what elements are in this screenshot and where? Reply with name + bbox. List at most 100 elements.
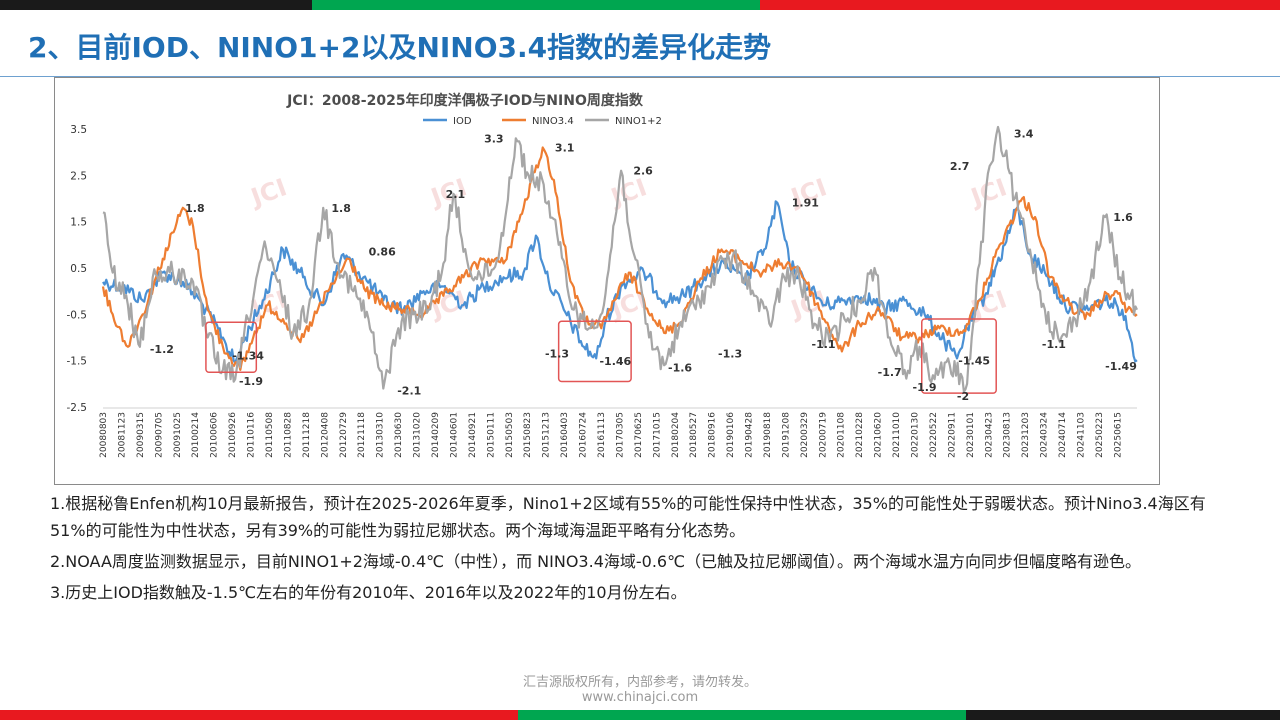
x-tick-label: 20171015 xyxy=(652,412,662,458)
x-tick-label: 20211010 xyxy=(892,412,902,458)
x-tick-label: 20130630 xyxy=(394,412,404,458)
x-tick-label: 20231203 xyxy=(1021,412,1031,458)
data-label: 3.3 xyxy=(484,132,504,145)
x-tick-label: 20110116 xyxy=(247,412,257,458)
copyright-notice: 汇吉源版权所有，内部参考，请勿转发。 xyxy=(522,675,757,690)
highlight-box xyxy=(557,320,632,383)
data-label: 2.6 xyxy=(633,165,653,178)
top-bar-black xyxy=(0,0,312,10)
data-label: -1.45 xyxy=(958,354,990,367)
x-tick-label: 20140209 xyxy=(431,412,441,458)
x-tick-label: 20210228 xyxy=(855,412,865,458)
x-tick-label: 20170305 xyxy=(615,412,625,458)
y-tick-label: -2.5 xyxy=(67,402,88,414)
x-tick-label: 20110508 xyxy=(265,412,275,458)
series-line-nino3-4 xyxy=(101,146,1138,371)
x-tick-label: 20121118 xyxy=(357,412,367,458)
x-tick-label: 20111218 xyxy=(302,412,312,458)
x-tick-label: 20080803 xyxy=(99,412,109,458)
x-tick-label: 20250615 xyxy=(1113,412,1123,458)
y-tick-label: 2.5 xyxy=(70,170,87,182)
data-label: -1.1 xyxy=(1042,338,1066,351)
top-bar-green xyxy=(312,0,760,10)
x-tick-label: 20240324 xyxy=(1040,412,1050,458)
note-3: 3.历史上IOD指数触及-1.5℃左右的年份有2010年、2016年以及2022… xyxy=(50,583,687,602)
x-tick-label: 20130310 xyxy=(376,412,386,458)
slide-title: 2、目前IOD、NINO1+2以及NINO3.4指数的差异化走势 xyxy=(28,31,772,64)
data-label: 1.8 xyxy=(331,202,351,215)
x-tick-label: 20180916 xyxy=(708,412,718,458)
data-label: 0.86 xyxy=(369,245,396,258)
x-tick-label: 20220130 xyxy=(911,412,921,458)
y-tick-label: 0.5 xyxy=(70,263,87,275)
legend-label: IOD xyxy=(453,116,472,127)
x-tick-label: 20170625 xyxy=(634,412,644,458)
series-line-nino1-2 xyxy=(102,125,1138,393)
data-label: 3.4 xyxy=(1014,128,1034,141)
x-tick-label: 20210620 xyxy=(874,412,884,458)
data-label: 1.6 xyxy=(1113,211,1133,224)
legend-label: NINO3.4 xyxy=(532,116,574,127)
x-tick-label: 20160403 xyxy=(560,412,570,458)
y-tick-label: -1.5 xyxy=(67,356,88,368)
chart-frame: JCI JCI JCI JCI JCI JCI JCI JCI JCI JCI JCI：2008-2… xyxy=(54,77,1160,485)
data-label: -1.2 xyxy=(150,343,174,356)
top-bar-red xyxy=(760,0,1280,10)
x-tick-label: 20161113 xyxy=(597,412,607,458)
x-tick-label: 20241103 xyxy=(1077,412,1087,458)
bottom-bar-green xyxy=(518,710,966,720)
x-tick-label: 20240714 xyxy=(1058,412,1068,458)
watermark-text: JCI xyxy=(606,173,651,212)
x-tick-label: 20230101 xyxy=(966,412,976,458)
data-label: -2.1 xyxy=(397,384,421,397)
y-tick-label: -0.5 xyxy=(67,309,88,321)
x-tick-label: 20140921 xyxy=(468,412,478,458)
website-link[interactable]: www.chinajci.com xyxy=(581,690,699,705)
note-1: 1.根据秘鲁Enfen机构10月最新报告，预计在2025-2026年夏季，Nin… xyxy=(50,494,1206,540)
title-divider xyxy=(0,76,1280,77)
x-tick-label: 20190428 xyxy=(745,412,755,458)
data-label: -1.34 xyxy=(232,349,264,362)
x-tick-label: 20090315 xyxy=(136,412,146,458)
bottom-bar-red xyxy=(0,710,518,720)
x-tick-label: 20110828 xyxy=(283,412,293,458)
x-tick-label: 20120729 xyxy=(339,412,349,458)
data-label: 1.8 xyxy=(185,202,205,215)
x-tick-label: 20140601 xyxy=(449,412,459,458)
x-tick-label: 20151213 xyxy=(542,412,552,458)
x-tick-label: 20191208 xyxy=(781,412,791,458)
watermark-text: JCI xyxy=(246,173,291,212)
x-tick-label: 20090705 xyxy=(154,412,164,458)
x-tick-label: 20200329 xyxy=(800,412,810,458)
x-tick-label: 20250223 xyxy=(1095,412,1105,458)
x-tick-label: 20150111 xyxy=(486,412,496,458)
x-tick-label: 20081123 xyxy=(117,412,127,458)
x-tick-label: 20230813 xyxy=(1003,412,1013,458)
x-tick-label: 20150503 xyxy=(505,412,515,458)
x-tick-label: 20131020 xyxy=(413,412,423,458)
data-label: -1.3 xyxy=(545,347,569,360)
x-tick-label: 20220522 xyxy=(929,412,939,458)
x-tick-label: 20150823 xyxy=(523,412,533,458)
x-tick-label: 20100606 xyxy=(210,412,220,458)
x-tick-label: 20180204 xyxy=(671,412,681,458)
data-label: -1.9 xyxy=(239,375,263,388)
x-tick-label: 20180527 xyxy=(689,412,699,458)
data-label: -1.6 xyxy=(668,361,692,374)
y-tick-label: 1.5 xyxy=(70,217,87,229)
data-label: -1.9 xyxy=(913,381,937,394)
x-tick-label: 20220911 xyxy=(947,412,957,458)
data-label: 2.1 xyxy=(446,188,466,201)
x-tick-label: 20091025 xyxy=(173,412,183,458)
x-tick-label: 20190106 xyxy=(726,412,736,458)
chart-title: JCI：2008-2025年印度洋偶极子IOD与NINO周度指数 xyxy=(286,92,644,109)
bottom-color-bar xyxy=(0,710,1280,720)
data-label: -1.3 xyxy=(718,347,742,360)
x-tick-label: 20200719 xyxy=(818,412,828,458)
top-color-bar xyxy=(0,0,1280,10)
notes-block: 1.根据秘鲁Enfen机构10月最新报告，预计在2025-2026年夏季，Nin… xyxy=(50,490,1240,610)
x-tick-label: 20201108 xyxy=(837,412,847,458)
bottom-bar-black xyxy=(966,710,1280,720)
legend-label: NINO1+2 xyxy=(615,116,662,127)
